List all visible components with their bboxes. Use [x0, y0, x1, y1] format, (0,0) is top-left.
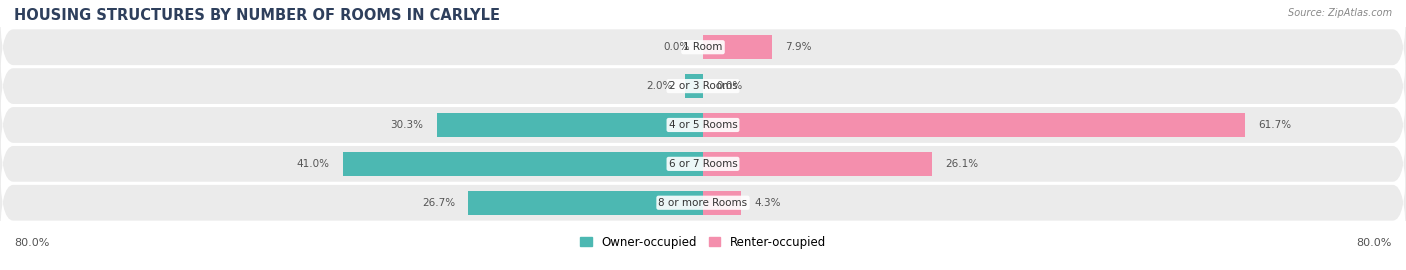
Text: 2.0%: 2.0%	[645, 81, 672, 91]
Text: 2 or 3 Rooms: 2 or 3 Rooms	[669, 81, 737, 91]
Text: 30.3%: 30.3%	[391, 120, 423, 130]
Bar	[703, 191, 741, 215]
Text: 0.0%: 0.0%	[664, 42, 690, 52]
Text: 61.7%: 61.7%	[1258, 120, 1292, 130]
Bar	[343, 152, 703, 176]
Bar	[703, 152, 932, 176]
Text: Source: ZipAtlas.com: Source: ZipAtlas.com	[1288, 8, 1392, 18]
Text: 80.0%: 80.0%	[1357, 238, 1392, 248]
Bar	[703, 35, 772, 59]
FancyBboxPatch shape	[0, 123, 1406, 204]
Text: 4 or 5 Rooms: 4 or 5 Rooms	[669, 120, 737, 130]
Text: 26.1%: 26.1%	[945, 159, 979, 169]
Text: 80.0%: 80.0%	[14, 238, 49, 248]
Text: 26.7%: 26.7%	[422, 198, 456, 208]
FancyBboxPatch shape	[0, 162, 1406, 243]
Text: 4.3%: 4.3%	[754, 198, 780, 208]
FancyBboxPatch shape	[0, 85, 1406, 166]
Bar	[703, 113, 1246, 137]
Text: 6 or 7 Rooms: 6 or 7 Rooms	[669, 159, 737, 169]
Text: 7.9%: 7.9%	[786, 42, 813, 52]
Text: 41.0%: 41.0%	[297, 159, 329, 169]
Legend: Owner-occupied, Renter-occupied: Owner-occupied, Renter-occupied	[575, 231, 831, 253]
FancyBboxPatch shape	[0, 46, 1406, 127]
Text: 8 or more Rooms: 8 or more Rooms	[658, 198, 748, 208]
Text: 1 Room: 1 Room	[683, 42, 723, 52]
Bar	[437, 113, 703, 137]
Text: 0.0%: 0.0%	[716, 81, 742, 91]
Bar	[686, 74, 703, 98]
FancyBboxPatch shape	[0, 7, 1406, 88]
Text: HOUSING STRUCTURES BY NUMBER OF ROOMS IN CARLYLE: HOUSING STRUCTURES BY NUMBER OF ROOMS IN…	[14, 8, 501, 23]
Bar	[468, 191, 703, 215]
